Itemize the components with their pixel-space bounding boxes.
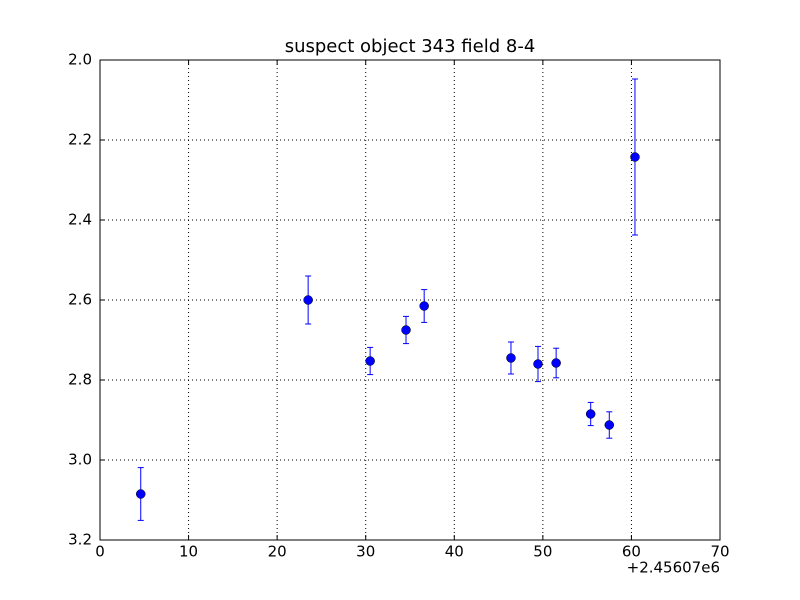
data-point [533,359,543,369]
chart-title: suspect object 343 field 8-4 [285,36,536,57]
x-tick-label: 40 [445,543,464,561]
data-point [365,356,375,366]
y-tick-label: 2.0 [68,51,92,69]
y-tick-label: 3.2 [68,531,92,549]
data-point [135,489,146,499]
data-point [585,409,596,419]
data-point [419,301,429,311]
x-tick-label: 20 [268,543,287,561]
data-point [604,420,615,430]
x-tick-label: 30 [356,543,375,561]
x-tick-label: 0 [95,543,105,561]
x-offset-label: +2.45607e6 [627,559,720,577]
y-tick-label: 2.4 [68,211,92,229]
y-tick-label: 2.2 [68,131,92,149]
data-point [551,358,561,368]
data-point [401,325,411,335]
data-point [630,152,640,162]
x-tick-label: 50 [533,543,552,561]
data-point [303,295,313,305]
y-tick-label: 2.6 [68,291,92,309]
y-tick-label: 2.8 [68,371,92,389]
x-tick-label: 10 [179,543,198,561]
x-tick-label: 70 [710,543,729,561]
data-point [506,353,516,363]
plot-frame [99,59,721,541]
x-tick-label: 60 [622,543,641,561]
y-tick-label: 3.0 [68,451,92,469]
